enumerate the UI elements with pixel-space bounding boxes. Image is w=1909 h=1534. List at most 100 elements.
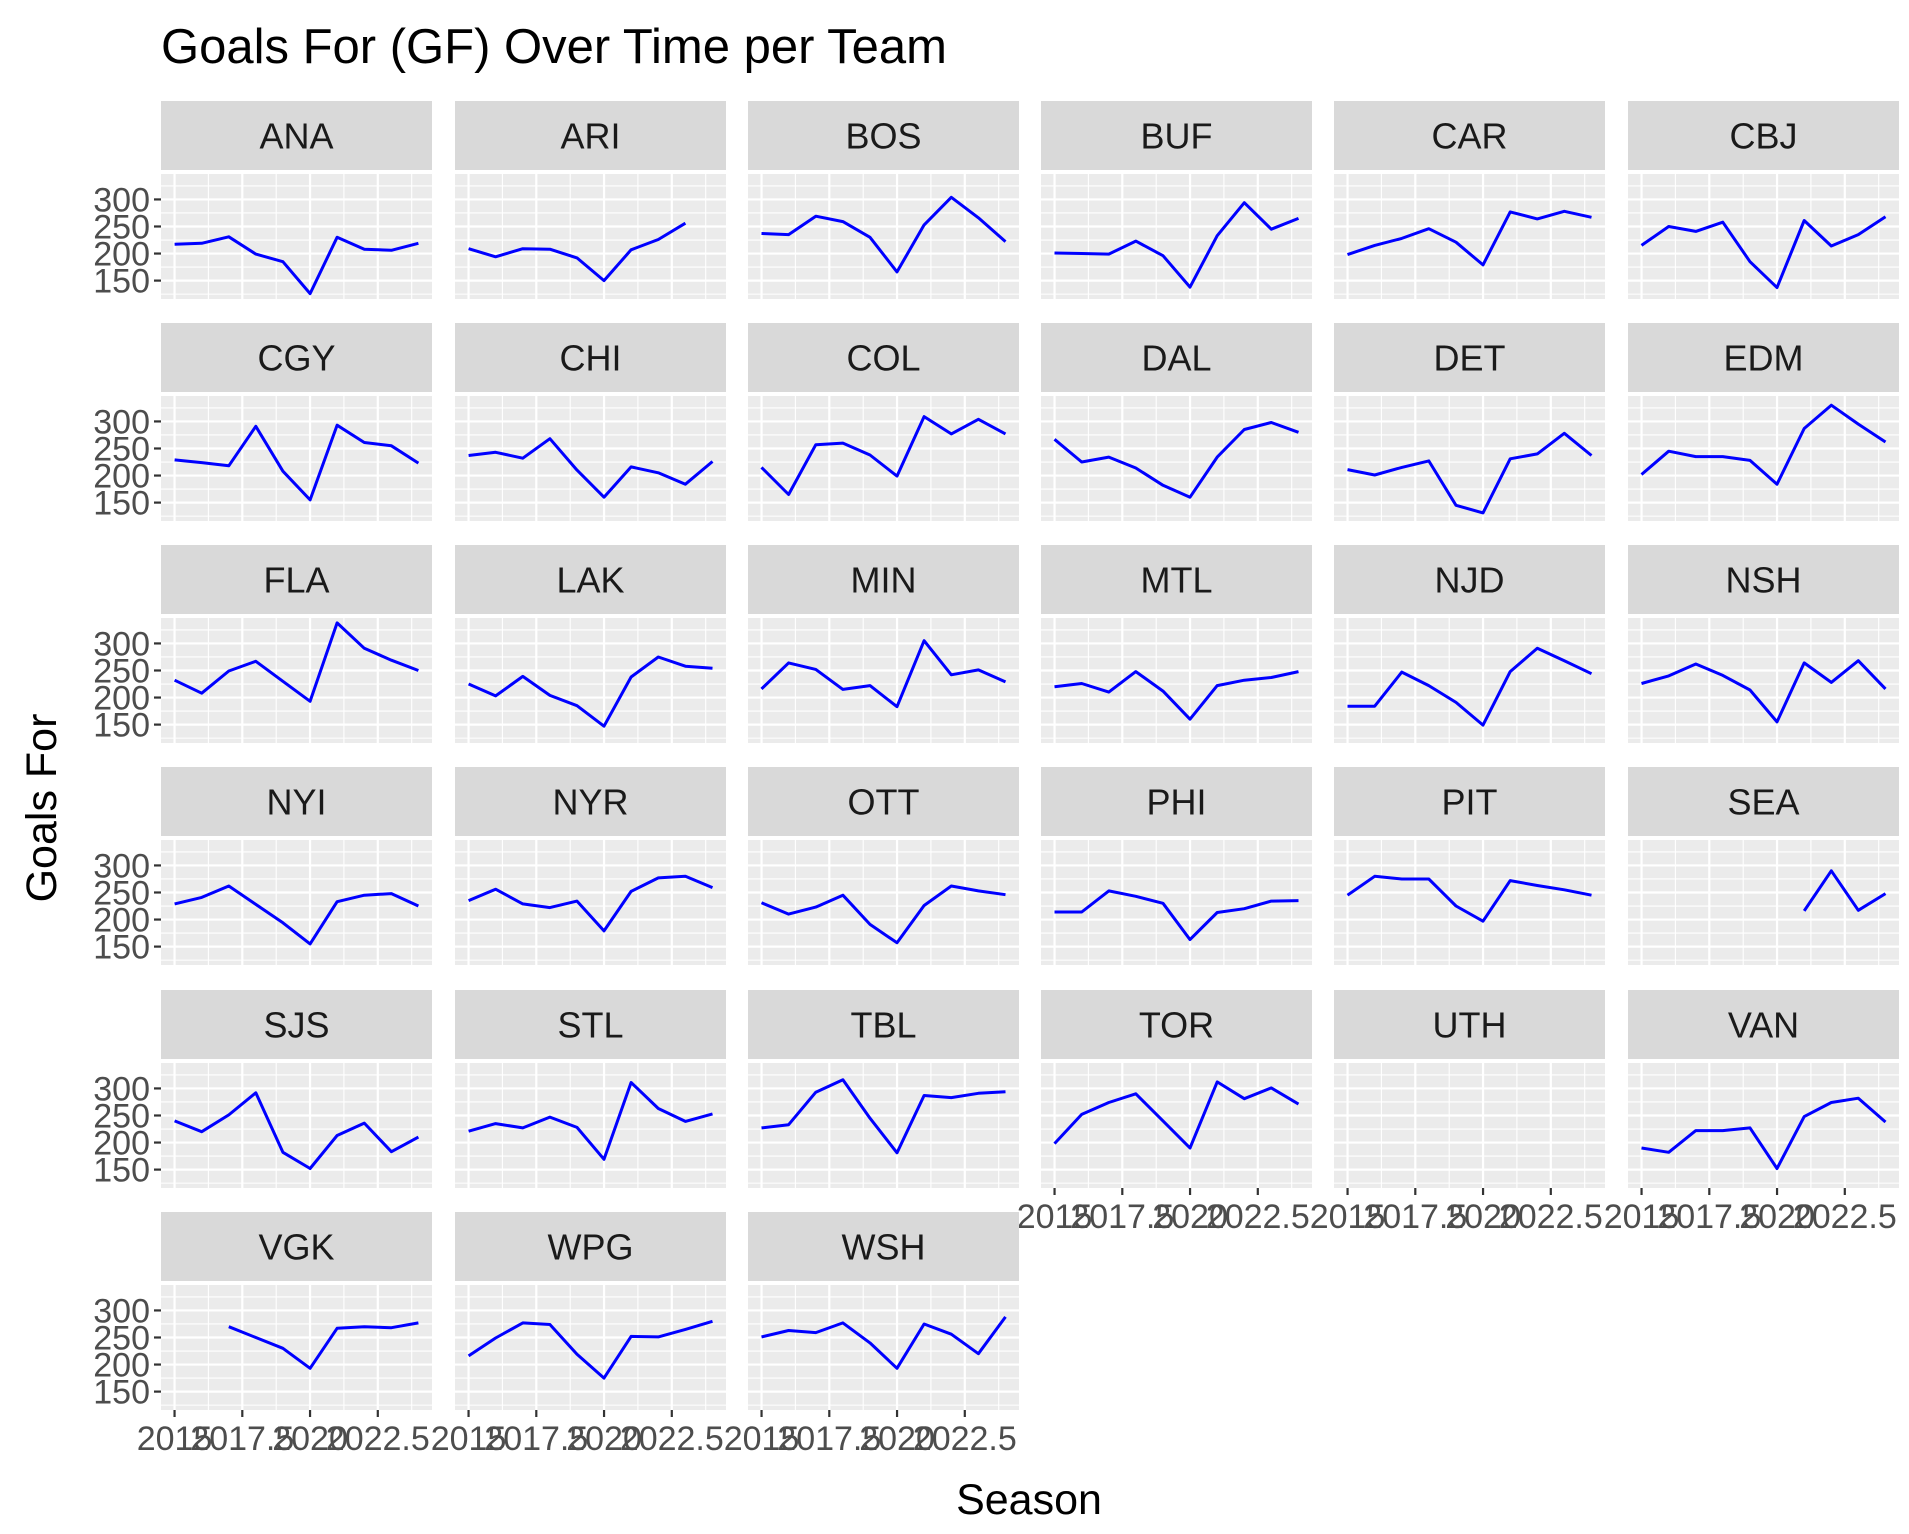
x-tick-label: 2017.5: [1657, 1198, 1761, 1236]
facet-strip: [455, 990, 726, 1059]
x-tick-label: 2015: [1604, 1198, 1680, 1236]
facet-panel-car: CAR: [1334, 101, 1605, 299]
y-tick-label: 150: [93, 485, 150, 523]
facet-strip-label: PIT: [1441, 782, 1497, 823]
x-tick-label: 2022.5: [620, 1420, 724, 1458]
facet-panel-stl: STL: [455, 990, 726, 1188]
facet-strip: [1334, 101, 1605, 170]
y-tick-label: 250: [93, 1319, 150, 1357]
series-line: [1054, 201, 1300, 289]
facet-strip: [161, 323, 432, 392]
facet-strip: [455, 767, 726, 836]
facet-strip-label: VAN: [1728, 1005, 1799, 1046]
facet-strip: [1041, 990, 1312, 1059]
panel-background: [1334, 618, 1605, 743]
facet-strip: [455, 1212, 726, 1281]
y-tick-label: 150: [93, 263, 150, 301]
facet-strip-label: DET: [1434, 338, 1506, 379]
panel-background: [1041, 1063, 1312, 1188]
facet-strip: [1041, 767, 1312, 836]
series-line: [174, 884, 420, 946]
facet-strip: [1334, 545, 1605, 614]
facet-strip-label: OTT: [848, 782, 920, 823]
y-tick-label: 300: [93, 181, 150, 219]
x-tick-label: 2017.5: [777, 1420, 881, 1458]
facet-strip-label: BUF: [1141, 116, 1213, 157]
facet-panel-buf: BUF: [1041, 101, 1312, 299]
facet-strip: [161, 545, 432, 614]
series-line: [761, 1316, 1007, 1370]
x-tick-label: 2022.5: [1793, 1198, 1897, 1236]
facet-strip-label: COL: [846, 338, 920, 379]
chart-title: Goals For (GF) Over Time per Team: [161, 20, 947, 74]
series-line: [174, 423, 420, 502]
y-tick-label: 200: [93, 458, 150, 496]
x-tick-label: 2020: [859, 1420, 935, 1458]
facet-strip-label: CAR: [1431, 116, 1507, 157]
series-line: [1640, 403, 1887, 486]
panel-background: [1334, 396, 1605, 521]
series-line: [468, 221, 687, 283]
facet-panel-nsh: NSH: [1628, 545, 1899, 743]
facet-strip: [1334, 767, 1605, 836]
y-tick-label: 150: [93, 707, 150, 745]
panel-background: [1041, 618, 1312, 743]
panel-background: [455, 618, 726, 743]
panel-background: [1334, 174, 1605, 299]
x-tick-label: 2022.5: [913, 1420, 1017, 1458]
series-line: [1346, 874, 1592, 923]
facet-strip-label: ARI: [560, 116, 620, 157]
facet-strip-label: EDM: [1724, 338, 1804, 379]
x-tick-label: 2022.5: [1206, 1198, 1310, 1236]
series-line: [760, 884, 1006, 945]
facet-panel-chi: CHI: [455, 323, 726, 521]
series-line: [1053, 421, 1300, 499]
facet-panel-nyr: NYR: [455, 767, 726, 965]
facet-panel-det: DET: [1334, 323, 1605, 521]
y-tick-label: 250: [93, 430, 150, 468]
facet-panel-dal: DAL: [1041, 323, 1312, 521]
facet-panel-col: COL: [748, 323, 1019, 521]
series-line: [1641, 659, 1887, 724]
panel-background: [1628, 1063, 1899, 1188]
y-tick-label: 300: [93, 847, 150, 885]
x-tick-label: 2017.5: [1363, 1198, 1467, 1236]
x-tick-label: 2017.5: [190, 1420, 294, 1458]
facet-panel-tbl: TBL: [748, 990, 1019, 1188]
panel-background: [161, 1285, 432, 1410]
facet-strip-label: PHI: [1146, 782, 1206, 823]
facet-strip-label: NYI: [266, 782, 326, 823]
series-line: [468, 437, 714, 499]
series-line: [760, 639, 1007, 709]
facet-strip: [1041, 545, 1312, 614]
x-tick-label: 2020: [1152, 1198, 1228, 1236]
series-line: [761, 1078, 1006, 1155]
facet-strip: [1628, 323, 1899, 392]
x-axis-title: Season: [956, 1476, 1102, 1524]
x-tick-label: 2015: [1310, 1198, 1386, 1236]
y-tick-label: 200: [93, 1125, 150, 1163]
panel-background: [455, 396, 726, 521]
facet-strip-label: NYR: [552, 782, 628, 823]
series-line: [1641, 1096, 1887, 1170]
facet-strip: [1628, 101, 1899, 170]
facet-panel-phi: PHI: [1041, 767, 1312, 965]
x-tick-label: 2015: [1017, 1198, 1093, 1236]
facet-strip: [748, 323, 1019, 392]
y-tick-label: 200: [93, 236, 150, 274]
panel-background: [748, 618, 1019, 743]
y-tick-label: 150: [93, 1374, 150, 1412]
y-tick-label: 200: [93, 680, 150, 718]
facet-panel-pit: PIT: [1334, 767, 1605, 965]
facet-panel-njd: NJD: [1334, 545, 1605, 743]
facet-strip: [161, 101, 432, 170]
series-line: [467, 1319, 713, 1380]
facet-panel-mtl: MTL: [1041, 545, 1312, 743]
x-tick-label: 2020: [272, 1420, 348, 1458]
facet-strip: [455, 101, 726, 170]
